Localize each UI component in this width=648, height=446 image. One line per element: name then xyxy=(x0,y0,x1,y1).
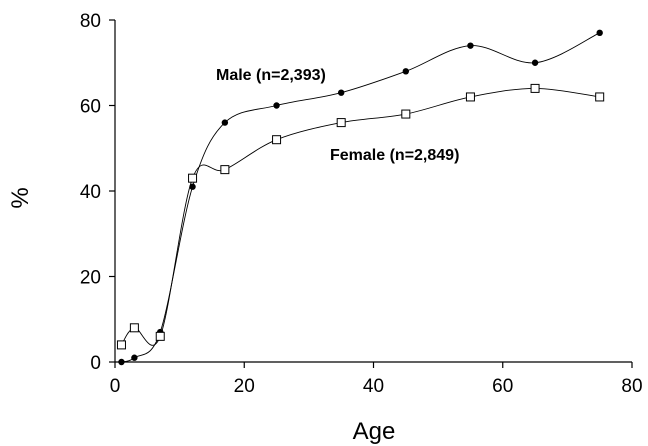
point-s1-6 xyxy=(336,118,346,128)
series-label-male: Male (n=2,393) xyxy=(216,67,326,84)
point-s0-6 xyxy=(337,89,345,96)
point-s1-2 xyxy=(155,331,165,341)
ticks: 0 20 40 60 80 0 20 40 60 80 xyxy=(80,11,643,397)
x-tick-label-60: 60 xyxy=(492,376,513,397)
series-marks xyxy=(116,29,605,366)
point-s0-0 xyxy=(118,358,125,366)
point-s0-1 xyxy=(131,354,138,361)
x-tick-label-0: 0 xyxy=(110,376,121,397)
point-s0-4 xyxy=(221,119,229,126)
point-s0-5 xyxy=(273,102,280,109)
point-s1-9 xyxy=(530,83,540,93)
x-tick-label-80: 80 xyxy=(621,376,642,397)
point-s0-10 xyxy=(596,29,603,37)
point-s1-10 xyxy=(595,92,605,102)
y-tick-label-80: 80 xyxy=(80,11,101,32)
point-s0-7 xyxy=(402,68,410,75)
point-s0-3 xyxy=(189,183,196,190)
y-tick-label-60: 60 xyxy=(80,97,101,118)
y-tick-label-40: 40 xyxy=(80,182,101,203)
y-tick-label-20: 20 xyxy=(80,268,101,289)
point-s1-3 xyxy=(188,173,198,183)
axes xyxy=(114,20,632,363)
x-tick-label-40: 40 xyxy=(363,376,384,397)
point-s1-8 xyxy=(465,92,475,102)
point-s1-4 xyxy=(220,165,230,175)
point-s1-7 xyxy=(401,109,411,119)
y-tick-label-0: 0 xyxy=(90,353,101,374)
x-axis-title: Age xyxy=(353,418,396,445)
series-line-1 xyxy=(121,87,600,346)
x-tick-label-20: 20 xyxy=(234,376,255,397)
point-s1-0 xyxy=(116,340,126,350)
series-line-0 xyxy=(121,32,600,363)
point-s0-9 xyxy=(531,59,539,66)
point-s0-8 xyxy=(467,42,474,49)
series-label-female: Female (n=2,849) xyxy=(330,147,459,164)
point-s1-5 xyxy=(272,135,282,145)
point-s1-1 xyxy=(129,323,139,333)
y-axis-title: % xyxy=(7,187,34,208)
series-lines xyxy=(121,32,600,363)
